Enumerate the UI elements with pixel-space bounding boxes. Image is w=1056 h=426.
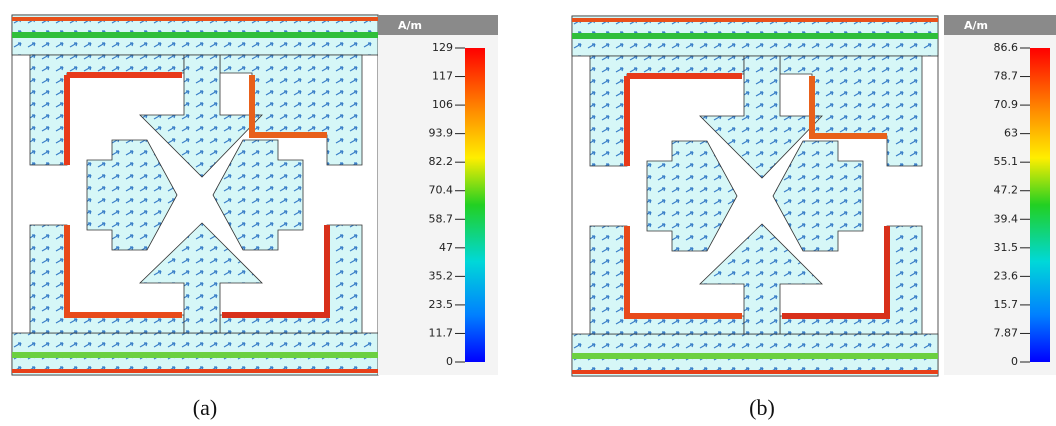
scale-label: 7.87 [994, 326, 1019, 339]
colorbar-header [944, 15, 1056, 35]
scale-label: 35.2 [429, 269, 454, 282]
unit-label: A/m [398, 19, 422, 32]
scale-label: 86.6 [994, 41, 1019, 54]
scale-label: 70.9 [994, 98, 1019, 111]
scale-label: 0 [1011, 355, 1018, 368]
caption: (b) [749, 395, 775, 420]
colorbar-gradient [1030, 48, 1050, 362]
scale-label: 47 [439, 241, 453, 254]
scale-label: 31.5 [994, 241, 1019, 254]
scale-label: 39.4 [994, 212, 1019, 225]
scale-label: 106 [432, 98, 453, 111]
scale-label: 0 [446, 355, 453, 368]
scale-label: 93.9 [429, 127, 454, 140]
unit-label: A/m [964, 19, 988, 32]
colorbar-header [378, 15, 498, 35]
scale-label: 47.2 [994, 184, 1019, 197]
scale-label: 129 [432, 41, 453, 54]
current-pattern [572, 16, 938, 376]
scale-label: 58.7 [429, 212, 454, 225]
colorbar: A/m [944, 15, 1056, 375]
scale-label: 117 [432, 70, 453, 83]
caption: (a) [193, 395, 217, 420]
scale-label: 15.7 [994, 298, 1019, 311]
scale-label: 55.1 [994, 155, 1019, 168]
colorbar: A/m [378, 15, 498, 375]
scale-label: 78.7 [994, 70, 1019, 83]
scale-label: 82.2 [429, 155, 454, 168]
scale-label: 63 [1004, 127, 1018, 140]
scale-label: 23.5 [429, 298, 454, 311]
colorbar-gradient [465, 48, 485, 362]
scale-label: 23.6 [994, 269, 1019, 282]
scale-label: 70.4 [429, 184, 454, 197]
scale-label: 11.7 [429, 326, 454, 339]
current-pattern [12, 15, 378, 375]
